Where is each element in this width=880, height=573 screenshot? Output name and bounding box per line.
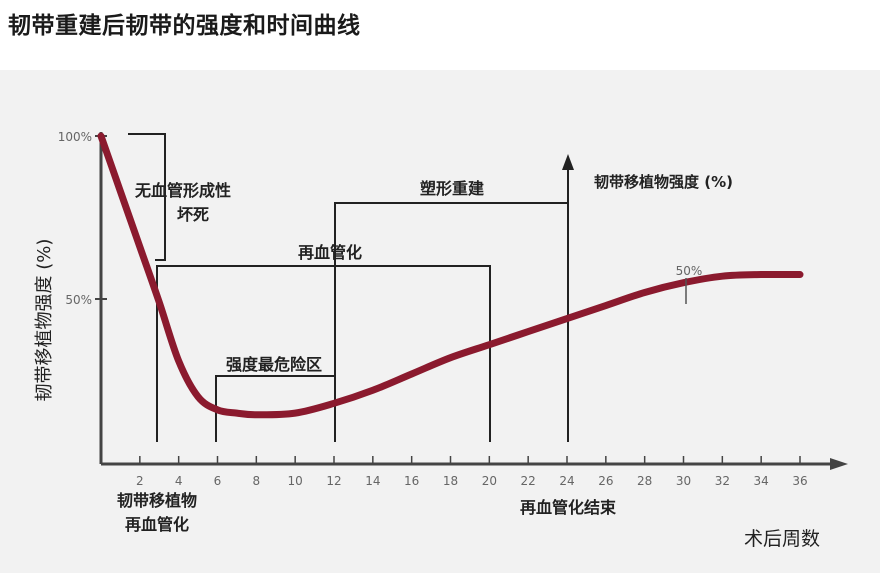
necrosis-bracket [128,133,166,261]
x-tick-label: 34 [754,474,769,488]
x-tick-label: 10 [288,474,303,488]
x-tick-label: 36 [792,474,807,488]
graft-strength-arrowhead [562,154,574,170]
weakest-label: 强度最危险区 [226,355,322,374]
necrosis-label-line2: 坏死 [177,205,209,224]
graft-strength-arrow-label: 韧带移植物强度 (%) [594,173,733,191]
y-tick-label-50: 50% [65,293,92,307]
series-line [97,132,804,419]
point-50-label: 50% [676,264,703,278]
x-tick-label: 6 [214,474,222,488]
x-tick-label: 30 [676,474,691,488]
revasc-bracket [156,265,491,442]
x-tick-label: 16 [404,474,419,488]
x-tick-label: 32 [715,474,730,488]
y-axis-label: 韧带移植物强度 (%) [34,239,55,402]
weakest-bracket [215,375,335,442]
necrosis-label-line1: 无血管形成性 [134,181,231,200]
revasc-label: 再血管化 [298,243,362,262]
x-axis-label: 术后周数 [744,528,820,550]
x-tick-label: 12 [326,474,341,488]
remodel-bracket [334,202,568,442]
x-tick-label: 8 [253,474,261,488]
x-tick-label: 14 [365,474,380,488]
graft-revasc-label-line1: 韧带移植物 [117,491,197,510]
x-tick-label: 24 [559,474,574,488]
x-axis-arrow [830,458,848,470]
page-title: 韧带重建后韧带的强度和时间曲线 [8,13,361,39]
x-tick-label: 20 [482,474,497,488]
remodel-label: 塑形重建 [420,179,484,198]
x-tick-label: 18 [443,474,458,488]
x-ticks: 2 4 6 8 10 12 14 16 18 20 22 24 26 28 30 32 34 36 [136,456,808,488]
y-tick-label-100: 100% [58,130,92,144]
revasc-end-label: 再血管化结束 [520,498,617,517]
graft-revasc-label-line2: 再血管化 [125,515,189,534]
x-tick-label: 22 [521,474,536,488]
x-tick-label: 4 [175,474,183,488]
chart-svg: 韧带移植物强度 (%) 100% 50% 2 4 6 8 10 12 14 16 18 20 22 2… [34,130,848,550]
chart-panel: 韧带移植物强度 (%) 100% 50% 2 4 6 8 10 12 14 16 18 20 22 2… [0,70,880,573]
x-tick-label: 28 [637,474,652,488]
x-tick-label: 2 [136,474,144,488]
x-tick-label: 26 [598,474,613,488]
